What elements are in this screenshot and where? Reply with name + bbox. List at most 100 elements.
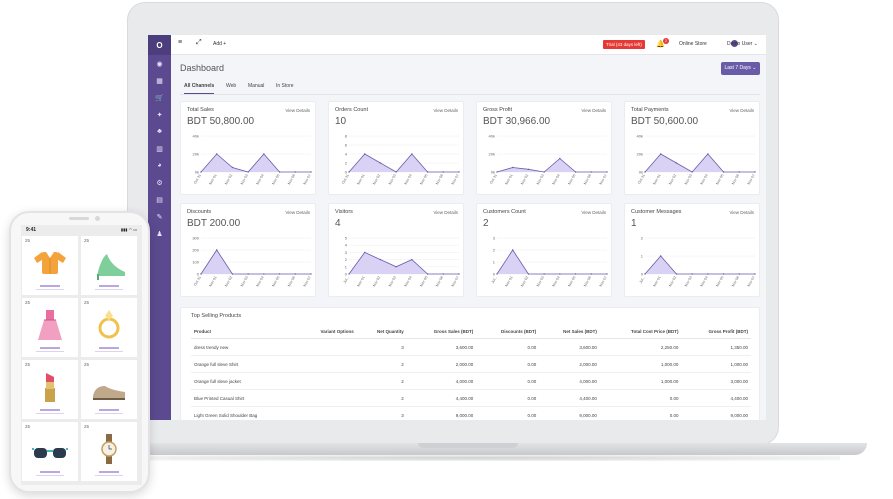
product-tile[interactable]: 25 (22, 360, 78, 419)
globe-icon[interactable] (731, 40, 738, 47)
wrench-icon[interactable]: ✎ (156, 213, 163, 221)
data-point[interactable] (606, 171, 608, 173)
data-point[interactable] (738, 273, 740, 275)
data-point[interactable] (411, 258, 413, 261)
dashboard-icon[interactable]: ◉ (156, 60, 163, 68)
data-point[interactable] (722, 273, 725, 275)
data-point[interactable] (754, 273, 756, 275)
data-point[interactable] (738, 171, 740, 173)
tab-in-store[interactable]: In Store (276, 83, 294, 89)
product-tile[interactable]: 25 (22, 298, 78, 357)
data-point[interactable] (707, 273, 709, 275)
data-point[interactable] (442, 273, 444, 275)
column-header[interactable]: Gross Sales (BDT) (406, 325, 477, 339)
cart-icon[interactable]: 🛒 (155, 94, 164, 102)
product-tile[interactable]: 25 (81, 298, 137, 357)
product-tile[interactable]: 25 (22, 236, 78, 295)
view-details-link[interactable]: View Details (581, 108, 606, 113)
store-icon[interactable]: ▦ (156, 77, 163, 85)
users-icon[interactable]: ♣ (157, 128, 162, 135)
settings-icon[interactable]: ⚙ (156, 179, 163, 187)
data-point[interactable] (231, 166, 234, 169)
data-point[interactable] (348, 273, 350, 275)
data-point[interactable] (364, 153, 366, 155)
view-details-link[interactable]: View Details (433, 210, 458, 215)
data-point[interactable] (278, 171, 281, 173)
data-point[interactable] (543, 171, 545, 173)
data-point[interactable] (691, 273, 693, 275)
data-point[interactable] (675, 162, 678, 164)
data-point[interactable] (247, 171, 249, 173)
user-menu[interactable]: Demo User ⌄ (727, 41, 758, 47)
data-point[interactable] (294, 273, 296, 275)
product-tile[interactable]: 25 (22, 422, 78, 481)
data-point[interactable] (395, 266, 397, 268)
data-point[interactable] (310, 273, 312, 275)
data-point[interactable] (294, 171, 296, 173)
data-point[interactable] (606, 273, 608, 275)
tab-web[interactable]: Web (226, 83, 237, 89)
column-header[interactable]: Net Quantity (356, 325, 407, 339)
data-point[interactable] (458, 273, 460, 275)
expand-icon[interactable]: ⤢ (196, 39, 202, 46)
data-point[interactable] (310, 171, 312, 173)
data-point[interactable] (411, 153, 413, 155)
data-point[interactable] (263, 273, 265, 275)
data-point[interactable] (512, 166, 514, 169)
data-point[interactable] (247, 273, 249, 275)
data-point[interactable] (278, 273, 281, 275)
data-point[interactable] (559, 273, 561, 275)
tag-icon[interactable]: ✦ (156, 111, 163, 119)
tab-manual[interactable]: Manual (248, 83, 265, 89)
table-row[interactable]: Light Green Solid Shoulder Bag 3 9,000.00 0… (191, 406, 751, 420)
product-tile[interactable]: 25 (81, 236, 137, 295)
data-point[interactable] (754, 171, 756, 173)
data-point[interactable] (660, 153, 662, 155)
data-point[interactable] (527, 168, 530, 170)
table-row[interactable]: Blue Printed Casual Shirt 2 4,400.00 0.00 4,… (191, 389, 751, 407)
view-details-link[interactable]: View Details (729, 210, 754, 215)
data-point[interactable] (644, 273, 646, 275)
product-tile[interactable]: 25 (81, 360, 137, 419)
column-header[interactable]: Total Cost Price (BDT) (599, 325, 682, 339)
view-details-link[interactable]: View Details (433, 108, 458, 113)
data-point[interactable] (496, 273, 498, 275)
data-point[interactable] (348, 171, 350, 173)
column-header[interactable]: Product (191, 325, 297, 339)
table-row[interactable]: Orange full sleve Shirt 2 2,000.00 0.00 2,00… (191, 355, 751, 373)
data-point[interactable] (512, 249, 514, 251)
data-point[interactable] (543, 273, 545, 275)
data-point[interactable] (426, 171, 429, 173)
data-point[interactable] (707, 153, 709, 155)
data-point[interactable] (559, 157, 561, 160)
data-point[interactable] (675, 273, 678, 275)
person-icon[interactable]: ♟ (156, 230, 163, 238)
data-point[interactable] (426, 273, 429, 275)
data-point[interactable] (574, 273, 577, 275)
data-point[interactable] (200, 273, 202, 275)
data-point[interactable] (590, 273, 592, 275)
data-point[interactable] (263, 153, 265, 155)
tab-all-channels[interactable]: All Channels (184, 83, 215, 94)
data-point[interactable] (722, 171, 725, 173)
add-button[interactable]: Add + (213, 41, 227, 47)
bell-icon[interactable]: 🔔 (656, 41, 665, 48)
column-header[interactable]: Discounts (BDT) (476, 325, 540, 339)
view-details-link[interactable]: View Details (729, 108, 754, 113)
trial-badge[interactable]: Trial (43 days left) (603, 40, 645, 49)
data-point[interactable] (574, 171, 577, 173)
data-point[interactable] (458, 171, 460, 173)
data-point[interactable] (200, 171, 202, 173)
data-point[interactable] (231, 273, 234, 275)
table-row[interactable]: Orange full sleve jacket 2 4,000.00 0.00 4,0… (191, 372, 751, 390)
data-point[interactable] (660, 255, 662, 257)
table-row[interactable]: dress trendy new 3 3,600.00 0.00 3,600.00 2,2… (191, 338, 751, 356)
date-range-button[interactable]: Last 7 Days ⌄ (721, 62, 760, 75)
data-point[interactable] (216, 153, 218, 155)
group-icon[interactable]: ◕ (157, 162, 162, 169)
view-details-link[interactable]: View Details (285, 210, 310, 215)
data-point[interactable] (527, 273, 530, 275)
app-logo[interactable]: O (148, 35, 171, 55)
view-details-link[interactable]: View Details (285, 108, 310, 113)
data-point[interactable] (216, 249, 218, 251)
